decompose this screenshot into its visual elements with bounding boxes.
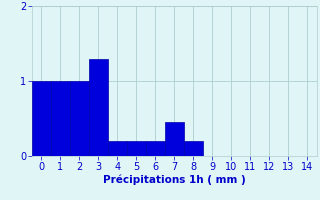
Bar: [51, 81, 70, 156]
Bar: [184, 141, 203, 156]
Bar: [89, 58, 108, 156]
X-axis label: Précipitations 1h ( mm ): Précipitations 1h ( mm ): [103, 174, 246, 185]
Bar: [32, 81, 51, 156]
Bar: [127, 141, 146, 156]
Bar: [146, 141, 165, 156]
Bar: [70, 81, 89, 156]
Bar: [165, 122, 184, 156]
Bar: [108, 141, 127, 156]
